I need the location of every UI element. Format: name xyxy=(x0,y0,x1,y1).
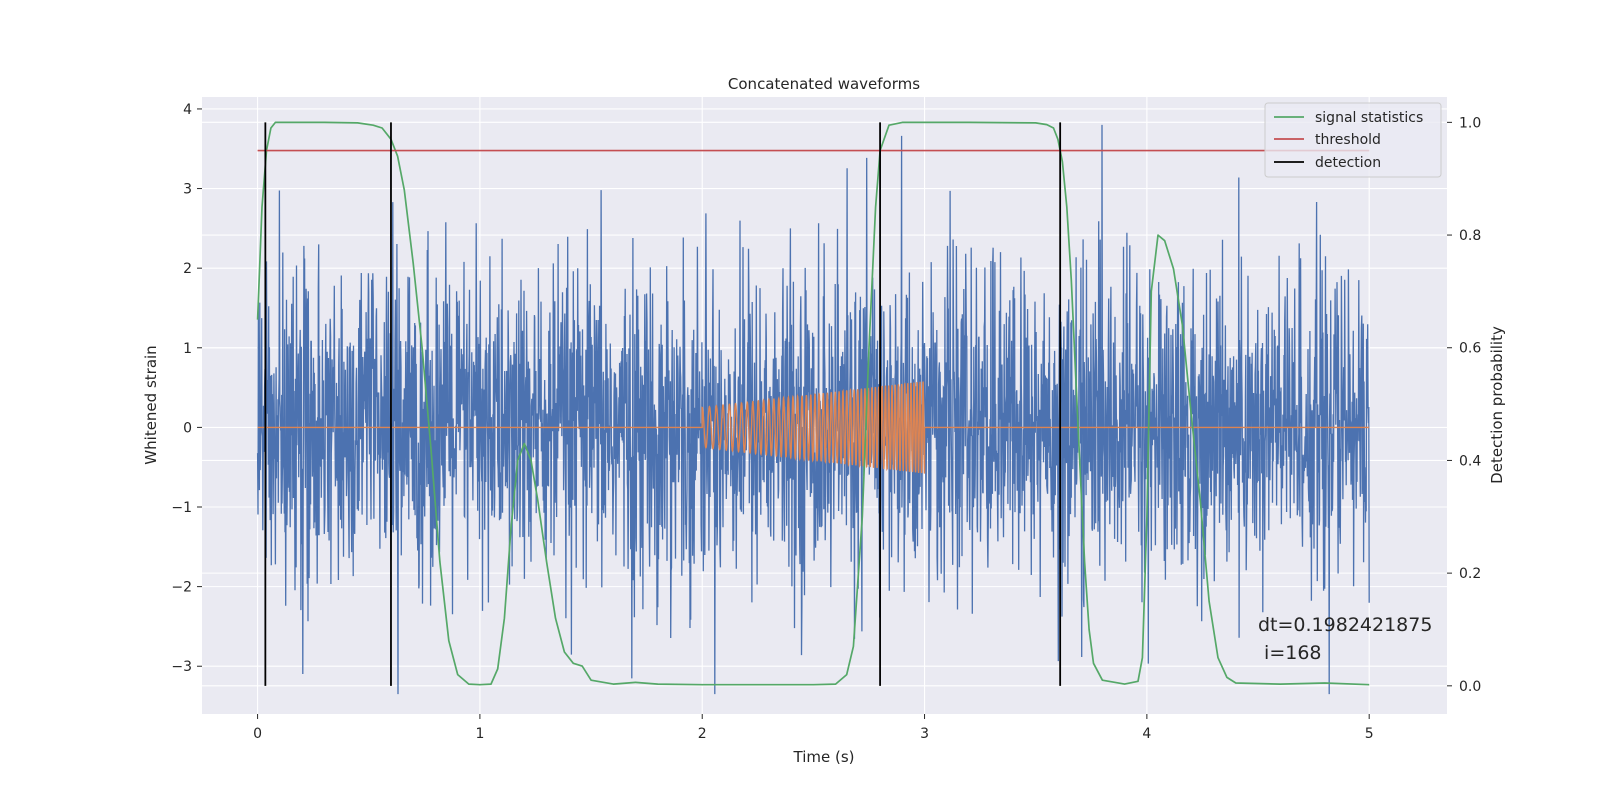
y-tick-label: 1 xyxy=(183,341,192,357)
y-tick-label: 0 xyxy=(183,420,192,436)
legend-label-threshold: threshold xyxy=(1315,132,1381,148)
y2-axis-label: Detection probability xyxy=(1488,326,1506,484)
y2-tick-label: 1.0 xyxy=(1459,115,1481,131)
annotation-dt: dt=0.1982421875 xyxy=(1258,614,1432,636)
legend-label-detection: detection xyxy=(1315,155,1381,171)
y-tick-label: −2 xyxy=(171,580,192,596)
ticks: 0 1 2 3 4 5 −3 −2 −1 0 1 2 3 4 0.0 0.2 0.4 0.6 0.8 1.0 xyxy=(171,102,1481,742)
y-tick-label: −1 xyxy=(171,500,192,516)
x-tick-label: 1 xyxy=(475,726,484,742)
x-tick-label: 0 xyxy=(253,726,262,742)
legend-label-signal-statistics: signal statistics xyxy=(1315,110,1423,126)
x-tick-label: 5 xyxy=(1365,726,1374,742)
series-injection xyxy=(257,381,1370,474)
legend-box xyxy=(1264,102,1442,178)
data-layer xyxy=(256,121,1370,695)
y2-tick-label: 0.8 xyxy=(1459,228,1481,244)
annotation: dt=0.1982421875 i=168 xyxy=(1258,614,1432,664)
y-tick-label: 2 xyxy=(183,261,192,277)
legend: signal statistics threshold detection xyxy=(1264,102,1442,178)
x-tick-label: 4 xyxy=(1142,726,1151,742)
x-tick-label: 2 xyxy=(698,726,707,742)
chart-title: Concatenated waveforms xyxy=(728,75,920,93)
series-signal-statistics xyxy=(256,121,1370,686)
x-axis-label: Time (s) xyxy=(793,748,855,766)
y2-tick-label: 0.2 xyxy=(1459,566,1481,582)
y2-tick-label: 0.4 xyxy=(1459,453,1481,469)
x-tick-label: 3 xyxy=(920,726,929,742)
y2-tick-label: 0.6 xyxy=(1459,341,1481,357)
y-tick-label: −3 xyxy=(171,659,192,675)
y-axis-label: Whitened strain xyxy=(142,345,160,464)
y-tick-label: 4 xyxy=(183,102,192,118)
y-tick-label: 3 xyxy=(183,182,192,198)
annotation-index: i=168 xyxy=(1258,642,1322,664)
y2-tick-label: 0.0 xyxy=(1459,679,1481,695)
